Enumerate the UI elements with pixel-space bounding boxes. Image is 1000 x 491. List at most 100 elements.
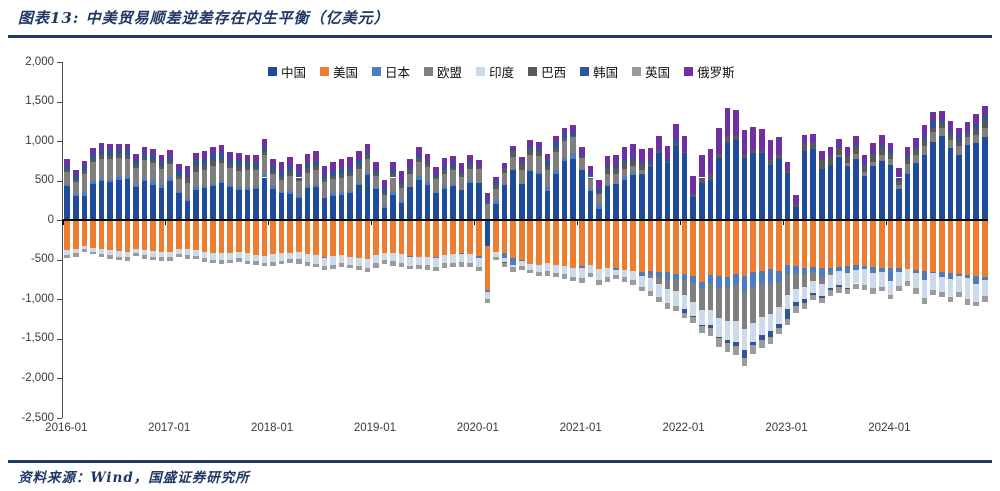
bar-segment-英国 xyxy=(210,259,216,263)
bar-segment-英国 xyxy=(141,255,148,259)
legend-item-korea: 韩国 xyxy=(580,62,618,81)
bar-segment-中国 xyxy=(604,186,611,221)
bar-segment-欧盟 xyxy=(870,161,877,167)
x-axis-tick xyxy=(165,220,167,226)
bar-segment-印度 xyxy=(758,316,765,335)
bar-segment-日本 xyxy=(90,181,96,184)
bar-segment-俄罗斯 xyxy=(364,144,371,153)
bar-segment-日本 xyxy=(98,179,105,181)
bar-segment-巴西 xyxy=(904,158,911,165)
y-axis-tick xyxy=(57,259,62,261)
bar-segment-中国 xyxy=(373,189,379,221)
bar-segment-美国 xyxy=(716,220,722,276)
bar-segment-中国 xyxy=(115,179,122,221)
bar-segment-韩国 xyxy=(544,159,551,166)
bar-segment-英国 xyxy=(956,292,962,297)
bar-segment-巴西 xyxy=(793,203,799,207)
bar-segment-俄罗斯 xyxy=(784,161,791,172)
bar-segment-印度 xyxy=(527,263,534,271)
bar-segment-日本 xyxy=(681,274,688,280)
bar-segment-中国 xyxy=(347,193,354,221)
bar-segment-欧盟 xyxy=(758,283,765,317)
bar-segment-日本 xyxy=(458,253,465,255)
bar-segment-中国 xyxy=(973,143,979,221)
bar-segment-俄罗斯 xyxy=(467,155,474,164)
bar-segment-日本 xyxy=(716,275,722,289)
bar-segment-韩国 xyxy=(621,158,628,162)
bar-segment-俄罗斯 xyxy=(553,135,559,142)
bar-segment-欧盟 xyxy=(424,167,431,183)
x-axis-tick xyxy=(268,220,270,226)
bar-segment-印度 xyxy=(270,254,276,263)
bar-segment-日本 xyxy=(501,253,508,259)
bar-segment-中国 xyxy=(407,186,414,221)
bar-segment-欧盟 xyxy=(553,152,559,170)
bar-segment-俄罗斯 xyxy=(175,164,182,171)
bar-segment-英国 xyxy=(861,285,868,290)
bar-segment-英国 xyxy=(707,327,714,336)
bar-segment-巴西 xyxy=(981,120,988,128)
bar-segment-中国 xyxy=(64,186,71,221)
legend-item-uk: 英国 xyxy=(632,62,670,81)
bar-segment-美国 xyxy=(81,220,88,246)
bar-segment-日本 xyxy=(330,193,336,196)
bar-segment-欧盟 xyxy=(587,178,594,190)
bar-segment-中国 xyxy=(647,167,654,221)
bar-segment-欧盟 xyxy=(416,161,422,176)
bar-segment-俄罗斯 xyxy=(484,192,491,199)
bar-segment-俄罗斯 xyxy=(107,144,113,150)
bar-segment-俄罗斯 xyxy=(544,153,551,160)
bar-segment-日本 xyxy=(939,272,945,278)
bar-segment-欧盟 xyxy=(578,157,585,171)
bar-segment-俄罗斯 xyxy=(913,137,919,148)
bar-segment-英国 xyxy=(167,257,173,262)
bar-segment-韩国 xyxy=(381,187,388,193)
bar-segment-美国 xyxy=(673,220,679,274)
x-axis-tick xyxy=(371,220,373,226)
bar-segment-韩国 xyxy=(844,288,851,290)
bar-segment-日本 xyxy=(707,274,714,285)
bar-segment-韩国 xyxy=(510,149,516,152)
bar-segment-印度 xyxy=(133,248,139,253)
bar-segment-韩国 xyxy=(810,293,817,296)
bar-segment-英国 xyxy=(844,289,851,294)
y-axis-tick xyxy=(57,62,62,63)
bar-segment-印度 xyxy=(681,295,688,309)
bar-segment-中国 xyxy=(621,179,628,221)
bar-segment-欧盟 xyxy=(467,168,474,182)
bar-segment-中国 xyxy=(656,152,662,221)
bar-segment-印度 xyxy=(939,277,945,293)
bar-segment-印度 xyxy=(158,251,165,257)
bar-segment-日本 xyxy=(261,173,268,178)
bar-segment-俄罗斯 xyxy=(836,138,842,149)
bar-segment-英国 xyxy=(793,306,799,313)
bar-segment-中国 xyxy=(450,186,456,221)
bar-segment-韩国 xyxy=(964,131,971,134)
bar-segment-日本 xyxy=(698,281,705,289)
bar-segment-中国 xyxy=(493,204,499,221)
bar-segment-日本 xyxy=(381,205,388,209)
bar-segment-美国 xyxy=(253,220,259,256)
bar-segment-欧盟 xyxy=(150,163,156,182)
bar-segment-中国 xyxy=(107,182,113,221)
bar-segment-日本 xyxy=(973,275,979,285)
bar-segment-英国 xyxy=(716,338,722,347)
bar-segment-巴西 xyxy=(150,160,156,164)
bar-segment-中国 xyxy=(810,149,817,221)
bar-segment-印度 xyxy=(776,307,782,324)
bar-segment-巴西 xyxy=(458,174,465,177)
bar-segment-欧盟 xyxy=(347,175,354,191)
bar-segment-中国 xyxy=(330,195,336,221)
bar-segment-中国 xyxy=(167,180,173,221)
bar-segment-印度 xyxy=(750,323,756,343)
bar-segment-中国 xyxy=(227,186,233,221)
bar-segment-韩国 xyxy=(716,336,722,339)
bar-segment-欧盟 xyxy=(698,288,705,311)
bar-segment-日本 xyxy=(493,201,499,205)
bar-segment-俄罗斯 xyxy=(210,147,216,154)
bar-segment-韩国 xyxy=(819,296,825,298)
bar-segment-美国 xyxy=(767,220,774,270)
bar-segment-美国 xyxy=(510,220,516,259)
bar-segment-巴西 xyxy=(836,148,842,156)
bar-segment-韩国 xyxy=(793,302,799,307)
